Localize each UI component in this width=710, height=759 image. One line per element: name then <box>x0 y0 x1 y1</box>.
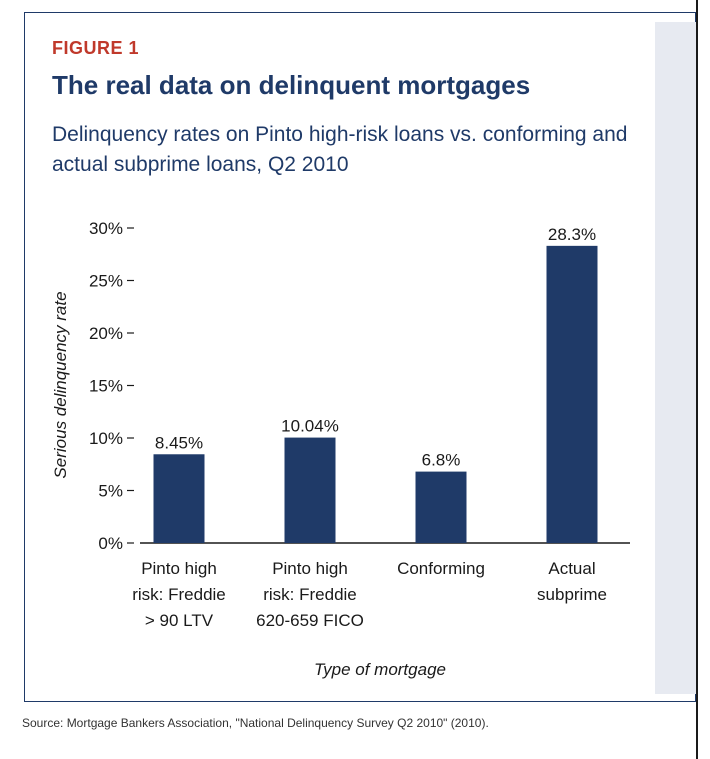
bar <box>415 471 467 543</box>
x-tick-label-line: Actual <box>548 559 595 578</box>
figure-title: The real data on delinquent mortgages <box>52 70 531 100</box>
source-note: Source: Mortgage Bankers Association, "N… <box>22 716 489 730</box>
data-label: 28.3% <box>548 225 596 244</box>
figure-label: FIGURE 1 <box>52 38 140 58</box>
x-tick-label-line: Conforming <box>397 559 485 578</box>
x-tick-label-line: > 90 LTV <box>145 611 214 630</box>
bar <box>546 245 598 543</box>
y-tick-label: 0% <box>98 534 123 553</box>
y-axis-title: Serious delinquency rate <box>51 291 70 478</box>
bar <box>284 437 336 543</box>
side-panel <box>655 22 696 694</box>
x-tick-label-line: risk: Freddie <box>263 585 357 604</box>
x-tick-label-line: Pinto high <box>141 559 217 578</box>
y-tick-label: 10% <box>89 429 123 448</box>
chart-subtitle: Delinquency rates on Pinto high-risk loa… <box>52 123 628 176</box>
x-axis-title: Type of mortgage <box>314 660 446 679</box>
x-tick-label: Pinto high risk: Freddie > 90 LTV <box>132 559 226 630</box>
x-tick-label-line: Pinto high <box>272 559 348 578</box>
y-tick-label: 5% <box>98 482 123 501</box>
y-tick-label: 25% <box>89 272 123 291</box>
x-tick-label-line: risk: Freddie <box>132 585 226 604</box>
x-tick-label: Pinto high risk: Freddie 620-659 FICO <box>256 559 364 630</box>
x-tick-label: Actual subprime <box>537 559 607 604</box>
data-label: 10.04% <box>281 417 339 436</box>
y-tick-label: 30% <box>89 219 123 238</box>
x-tick-label-line: subprime <box>537 585 607 604</box>
data-label: 6.8% <box>422 451 461 470</box>
x-tick-label: Conforming <box>397 559 485 578</box>
page-edge-rule <box>696 0 698 759</box>
bar <box>153 454 205 543</box>
y-tick-label: 15% <box>89 377 123 396</box>
data-label: 8.45% <box>155 433 203 452</box>
x-tick-label-line: 620-659 FICO <box>256 611 364 630</box>
y-tick-label: 20% <box>89 324 123 343</box>
